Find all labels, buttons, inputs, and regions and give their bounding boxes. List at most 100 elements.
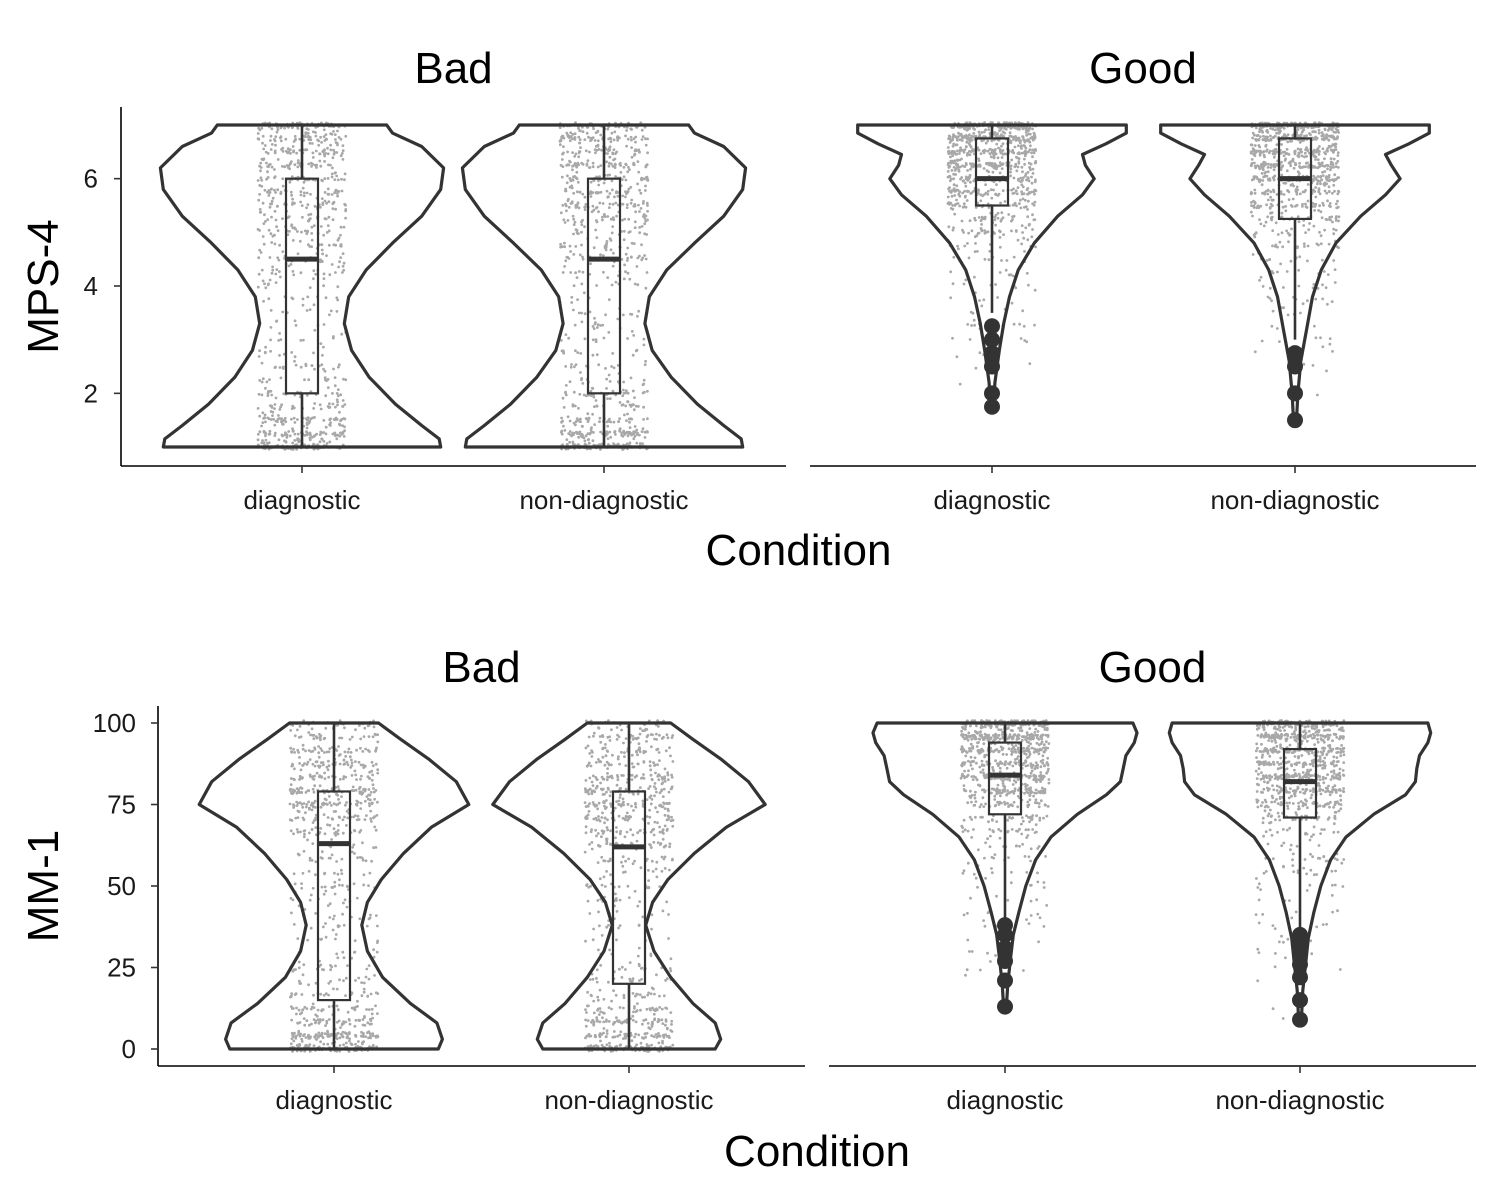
jitter-point	[290, 193, 293, 197]
jitter-point	[978, 133, 982, 137]
jitter-point	[1329, 162, 1333, 166]
jitter-point	[1274, 221, 1278, 225]
jitter-point	[332, 987, 335, 991]
jitter-point	[955, 184, 959, 188]
jitter-point	[1031, 167, 1035, 171]
jitter-point	[340, 872, 344, 875]
jitter-point	[325, 254, 328, 257]
jitter-point	[1003, 131, 1007, 135]
jitter-point	[354, 1034, 358, 1038]
jitter-point	[949, 201, 953, 205]
jitter-point	[580, 320, 584, 324]
jitter-point	[591, 338, 595, 342]
jitter-point	[1026, 121, 1030, 125]
jitter-point	[300, 882, 303, 885]
jitter-point	[1002, 233, 1005, 237]
jitter-point	[1326, 302, 1329, 306]
jitter-point	[266, 394, 270, 397]
jitter-point	[342, 435, 346, 438]
jitter-point	[339, 137, 343, 141]
jitter-point	[564, 187, 568, 191]
jitter-point	[958, 165, 962, 169]
jitter-point	[341, 1030, 345, 1034]
jitter-point	[334, 405, 337, 409]
jitter-point	[1023, 198, 1027, 202]
jitter-point	[278, 366, 282, 369]
jitter-point	[574, 271, 577, 275]
jitter-point	[1020, 151, 1024, 155]
jitter-point	[257, 137, 261, 141]
jitter-point	[329, 979, 332, 983]
jitter-point	[322, 128, 326, 132]
jitter-point	[958, 382, 962, 386]
jitter-point	[646, 204, 649, 207]
jitter-point	[300, 777, 304, 780]
jitter-point	[1327, 134, 1331, 138]
jitter-point	[319, 407, 323, 411]
jitter-point	[1268, 206, 1272, 210]
jitter-point	[334, 271, 337, 274]
jitter-point	[610, 231, 614, 235]
jitter-point	[371, 764, 375, 768]
y-axis-title: MM-1	[19, 830, 68, 942]
jitter-point	[1332, 165, 1335, 169]
jitter-point	[605, 420, 609, 424]
jitter-point	[355, 778, 358, 781]
jitter-point	[362, 981, 366, 985]
jitter-point	[1284, 209, 1288, 213]
jitter-point	[308, 438, 312, 442]
jitter-point	[599, 781, 602, 785]
jitter-point	[572, 433, 575, 436]
jitter-point	[363, 818, 367, 821]
jitter-point	[1272, 178, 1276, 182]
x-tick-label: diagnostic	[275, 1085, 392, 1115]
outlier-point	[984, 331, 1000, 348]
jitter-point	[277, 438, 281, 442]
jitter-point	[1323, 164, 1327, 168]
jitter-point	[613, 195, 616, 199]
jitter-point	[258, 379, 262, 382]
jitter-point	[580, 311, 583, 315]
jitter-point	[310, 238, 314, 242]
jitter-point	[572, 217, 576, 221]
jitter-point	[303, 434, 307, 437]
jitter-point	[322, 233, 326, 237]
jitter-point	[1291, 197, 1295, 201]
jitter-point	[637, 309, 641, 313]
jitter-point	[574, 363, 578, 366]
jitter-point	[307, 213, 311, 217]
jitter-point	[616, 138, 619, 142]
jitter-point	[1263, 191, 1266, 195]
jitter-point	[1333, 142, 1337, 146]
jitter-point	[658, 1006, 662, 1009]
jitter-point	[1317, 209, 1320, 212]
jitter-point	[575, 276, 579, 279]
jitter-point	[358, 785, 362, 789]
jitter-point	[343, 425, 346, 429]
jitter-point	[1271, 244, 1274, 248]
jitter-point	[272, 417, 275, 421]
jitter-point	[325, 1019, 329, 1023]
jitter-point	[625, 129, 628, 132]
jitter-point	[596, 861, 600, 864]
jitter-point	[341, 149, 345, 153]
jitter-point	[1299, 166, 1303, 169]
panel-title: Good	[1089, 44, 1197, 93]
jitter-point	[956, 202, 960, 205]
jitter-point	[298, 982, 302, 985]
jitter-point	[372, 725, 376, 729]
jitter-point	[986, 149, 989, 153]
jitter-point	[1279, 152, 1283, 155]
jitter-point	[276, 229, 280, 233]
jitter-point	[1015, 192, 1019, 196]
jitter-point	[260, 178, 264, 182]
jitter-point	[314, 1037, 318, 1040]
jitter-point	[610, 162, 613, 166]
jitter-point	[1001, 149, 1005, 152]
jitter-point	[605, 387, 608, 390]
jitter-point	[298, 724, 302, 728]
jitter-point	[343, 202, 347, 206]
jitter-point	[362, 1032, 365, 1035]
jitter-point	[290, 126, 294, 129]
jitter-point	[323, 777, 327, 780]
